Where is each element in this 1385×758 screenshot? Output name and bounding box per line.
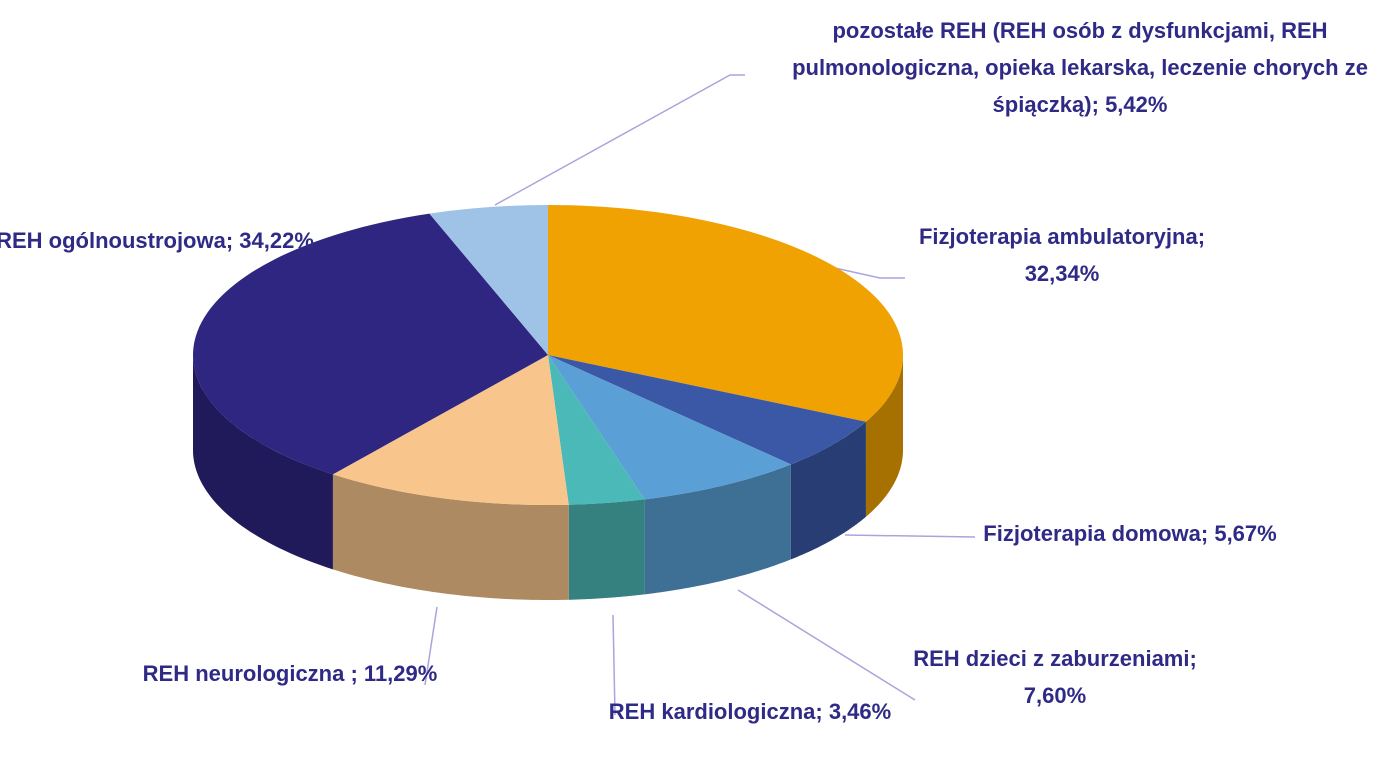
slice-side [644, 464, 791, 595]
slice [332, 355, 569, 505]
category-label: REH ogólnoustrojowa; [0, 228, 234, 253]
slice [193, 213, 548, 475]
data-label: pozostałe REH (REH osób z dysfunkcjami, … [770, 12, 1385, 123]
leader-line [612, 614, 616, 716]
slice [548, 355, 791, 500]
value-label: 5,42% [1105, 92, 1168, 117]
slice-side-shade [644, 464, 791, 595]
slice-side-shade [332, 474, 569, 600]
slice-side [193, 355, 333, 570]
category-label: REH neurologiczna ; [142, 661, 358, 686]
leader-line [737, 589, 916, 701]
slice-side [865, 355, 903, 517]
leader-line [424, 606, 438, 686]
leader-line [844, 534, 976, 538]
leader-line [834, 267, 905, 279]
data-label: REH neurologiczna ; 11,29% [140, 655, 440, 692]
category-label: pozostałe REH (REH osób z dysfunkcjami, … [792, 18, 1368, 117]
data-label: Fizjoterapia domowa; 5,67% [970, 515, 1290, 552]
category-label: REH kardiologiczna; [608, 699, 823, 724]
slice-side-shade [568, 499, 645, 600]
slice-side [568, 499, 645, 600]
slice [429, 205, 548, 355]
slice-side [790, 421, 866, 560]
data-label: REH ogólnoustrojowa; 34,22% [0, 222, 315, 259]
slice [548, 355, 866, 465]
slice-side-shade [193, 355, 333, 570]
slice [548, 355, 645, 505]
data-label: REH kardiologiczna; 3,46% [600, 693, 900, 730]
value-label: 11,29% [363, 661, 438, 686]
leader-line [494, 74, 745, 206]
value-label: 34,22% [239, 228, 314, 253]
value-label: 7,60% [1023, 683, 1087, 708]
category-label: REH dzieci z zaburzeniami; [913, 646, 1197, 671]
slice-side-shade [865, 355, 903, 517]
slice-side [332, 474, 569, 600]
value-label: 3,46% [828, 699, 892, 724]
value-label: 5,67% [1214, 521, 1277, 546]
category-label: Fizjoterapia ambulatoryjna; [918, 224, 1206, 249]
slice [548, 205, 903, 422]
slice-side-shade [790, 421, 866, 560]
data-label: REH dzieci z zaburzeniami; 7,60% [895, 640, 1215, 714]
value-label: 32,34% [1024, 261, 1100, 286]
category-label: Fizjoterapia domowa; [983, 521, 1209, 546]
data-label: Fizjoterapia ambulatoryjna; 32,34% [897, 218, 1227, 292]
